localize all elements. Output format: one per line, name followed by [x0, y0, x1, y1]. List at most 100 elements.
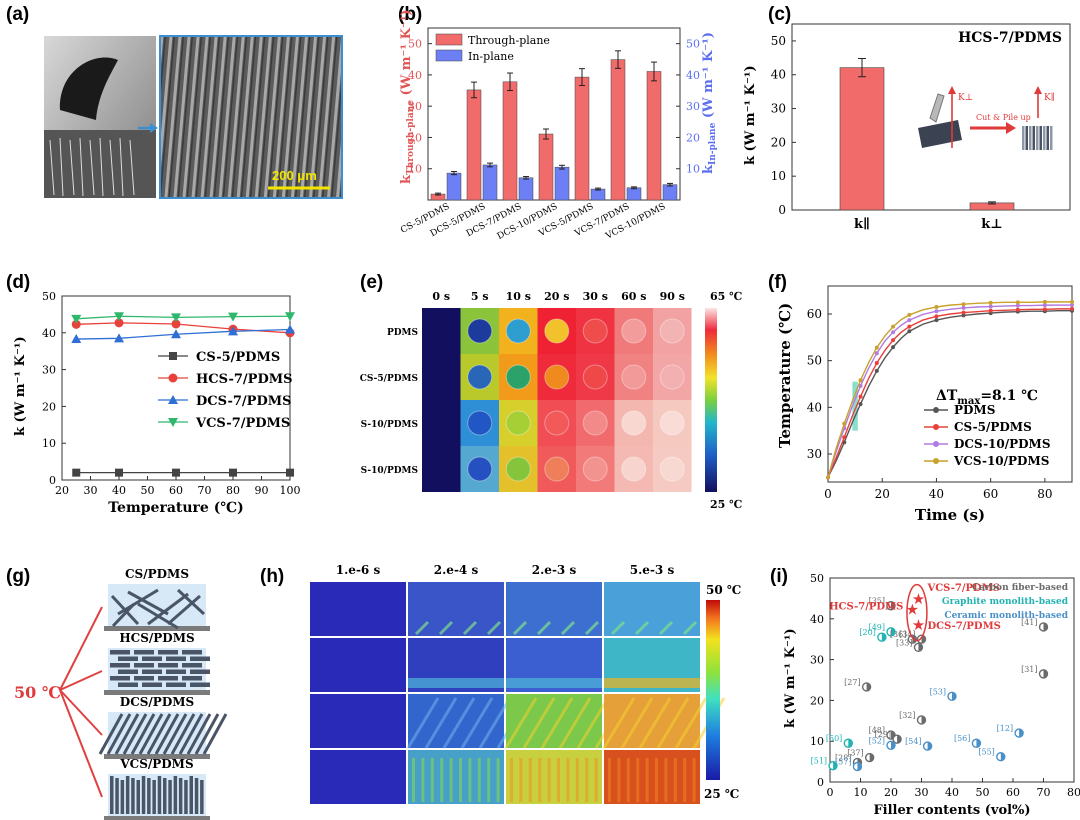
x-tick-label: 0 [827, 786, 834, 799]
fiber [200, 780, 204, 814]
arrow-head-icon [150, 123, 158, 133]
fiber [138, 713, 164, 755]
y-axis-label-left: kThrough-plane (W m⁻¹ K⁻¹) [399, 9, 416, 184]
reference-label: [51] [811, 757, 827, 766]
literature-point-fill [952, 692, 956, 701]
arrow-icon [59, 606, 103, 691]
y-tick-label: 50 [42, 290, 56, 303]
sample-disk [621, 364, 647, 390]
bar-through-plane [610, 59, 626, 201]
data-point [961, 302, 966, 307]
y-tick-label: 20 [771, 135, 786, 149]
fiber [122, 713, 148, 755]
fiber [421, 758, 425, 802]
literature-point-fill [1043, 669, 1048, 678]
bar-in-plane [662, 184, 678, 201]
panel-label-d: (d) [6, 272, 31, 293]
x-tick-label: 40 [112, 484, 126, 497]
fiber [178, 713, 204, 755]
fiber [131, 778, 135, 814]
sim-fibers [510, 758, 598, 802]
literature-point-fill [869, 753, 874, 762]
data-point [934, 314, 939, 319]
y-tick-label: 0 [778, 203, 786, 217]
fiber [557, 758, 560, 802]
fiber [585, 758, 589, 802]
fiber [673, 758, 677, 802]
y-tick-label-left: 20 [408, 131, 422, 144]
data-point [858, 378, 863, 383]
data-point [1042, 299, 1047, 304]
this-work-ellipse [906, 583, 928, 642]
data-point [228, 326, 238, 336]
vertical-layer-icon [1050, 126, 1053, 150]
fiber [111, 602, 136, 628]
data-point [71, 319, 81, 329]
sample-disk [544, 410, 570, 436]
structure-label: DCS/PDMS [120, 695, 194, 709]
literature-point-fill [848, 739, 853, 748]
reference-label: [37] [847, 749, 863, 758]
data-point [907, 329, 912, 334]
structure-label: VCS/PDMS [119, 757, 193, 771]
data-point [171, 329, 181, 339]
y-tick-label: 40 [807, 400, 822, 414]
literature-point-fill [866, 682, 871, 691]
vertical-layer-icon [1036, 126, 1039, 150]
y-axis-label: Temperature (℃) [776, 303, 794, 448]
data-point [891, 345, 896, 350]
fiber-layer [506, 678, 602, 688]
thermal-cell [422, 354, 461, 400]
time-label: 0 s [432, 290, 450, 303]
y-tick-label: 0 [49, 474, 56, 487]
fiber [182, 663, 202, 668]
reference-label: [31] [1021, 665, 1037, 674]
reference-label: [56] [954, 734, 970, 743]
sample-disk [621, 318, 647, 344]
sample-disk [659, 410, 685, 436]
bar-through-plane [574, 76, 590, 201]
fiber [170, 713, 196, 755]
bar-in-plane [482, 164, 498, 201]
panel-label-e: (e) [360, 272, 384, 293]
legend-label: Carbon fiber-based [972, 583, 1069, 593]
sample-disk [582, 456, 608, 482]
fiber [664, 758, 668, 802]
data-point [115, 468, 123, 477]
fiber [173, 776, 178, 814]
fiber [540, 697, 574, 749]
fiber [125, 776, 130, 814]
series-line-3 [76, 315, 291, 320]
this-work-label: VCS-7/PDMS [926, 583, 1000, 594]
y-axis-label: k (W m⁻¹ K⁻¹) [783, 628, 798, 728]
fiber [496, 758, 500, 802]
series-line-2 [76, 328, 291, 340]
plot-frame [791, 23, 1071, 211]
this-work-label: DCS-7/PDMS [927, 621, 1000, 632]
y-tick-label: 40 [42, 327, 56, 340]
bar-through-plane [538, 133, 554, 201]
series-line-3 [827, 301, 1072, 478]
sample-disk [505, 456, 531, 482]
fiber [176, 588, 206, 616]
fiber [134, 676, 154, 681]
fiber [430, 758, 434, 802]
data-point [842, 421, 847, 426]
fiber [449, 758, 453, 802]
x-tick-label: 60 [1006, 786, 1020, 799]
x-axis-label: Temperature (℃) [108, 500, 244, 516]
literature-point-fill [857, 762, 862, 771]
literature-point-fill [833, 761, 838, 770]
data-point [114, 333, 124, 343]
fiber [162, 713, 188, 755]
x-tick-label: 50 [976, 786, 990, 799]
fiber [182, 676, 202, 681]
fiber [127, 590, 169, 616]
legend-marker [933, 424, 939, 430]
data-point [934, 309, 939, 314]
sample-disk [544, 364, 570, 390]
fiber [620, 697, 654, 749]
data-point [1015, 303, 1020, 308]
vertical-layer-icon [1025, 126, 1028, 150]
data-point [1015, 307, 1020, 312]
